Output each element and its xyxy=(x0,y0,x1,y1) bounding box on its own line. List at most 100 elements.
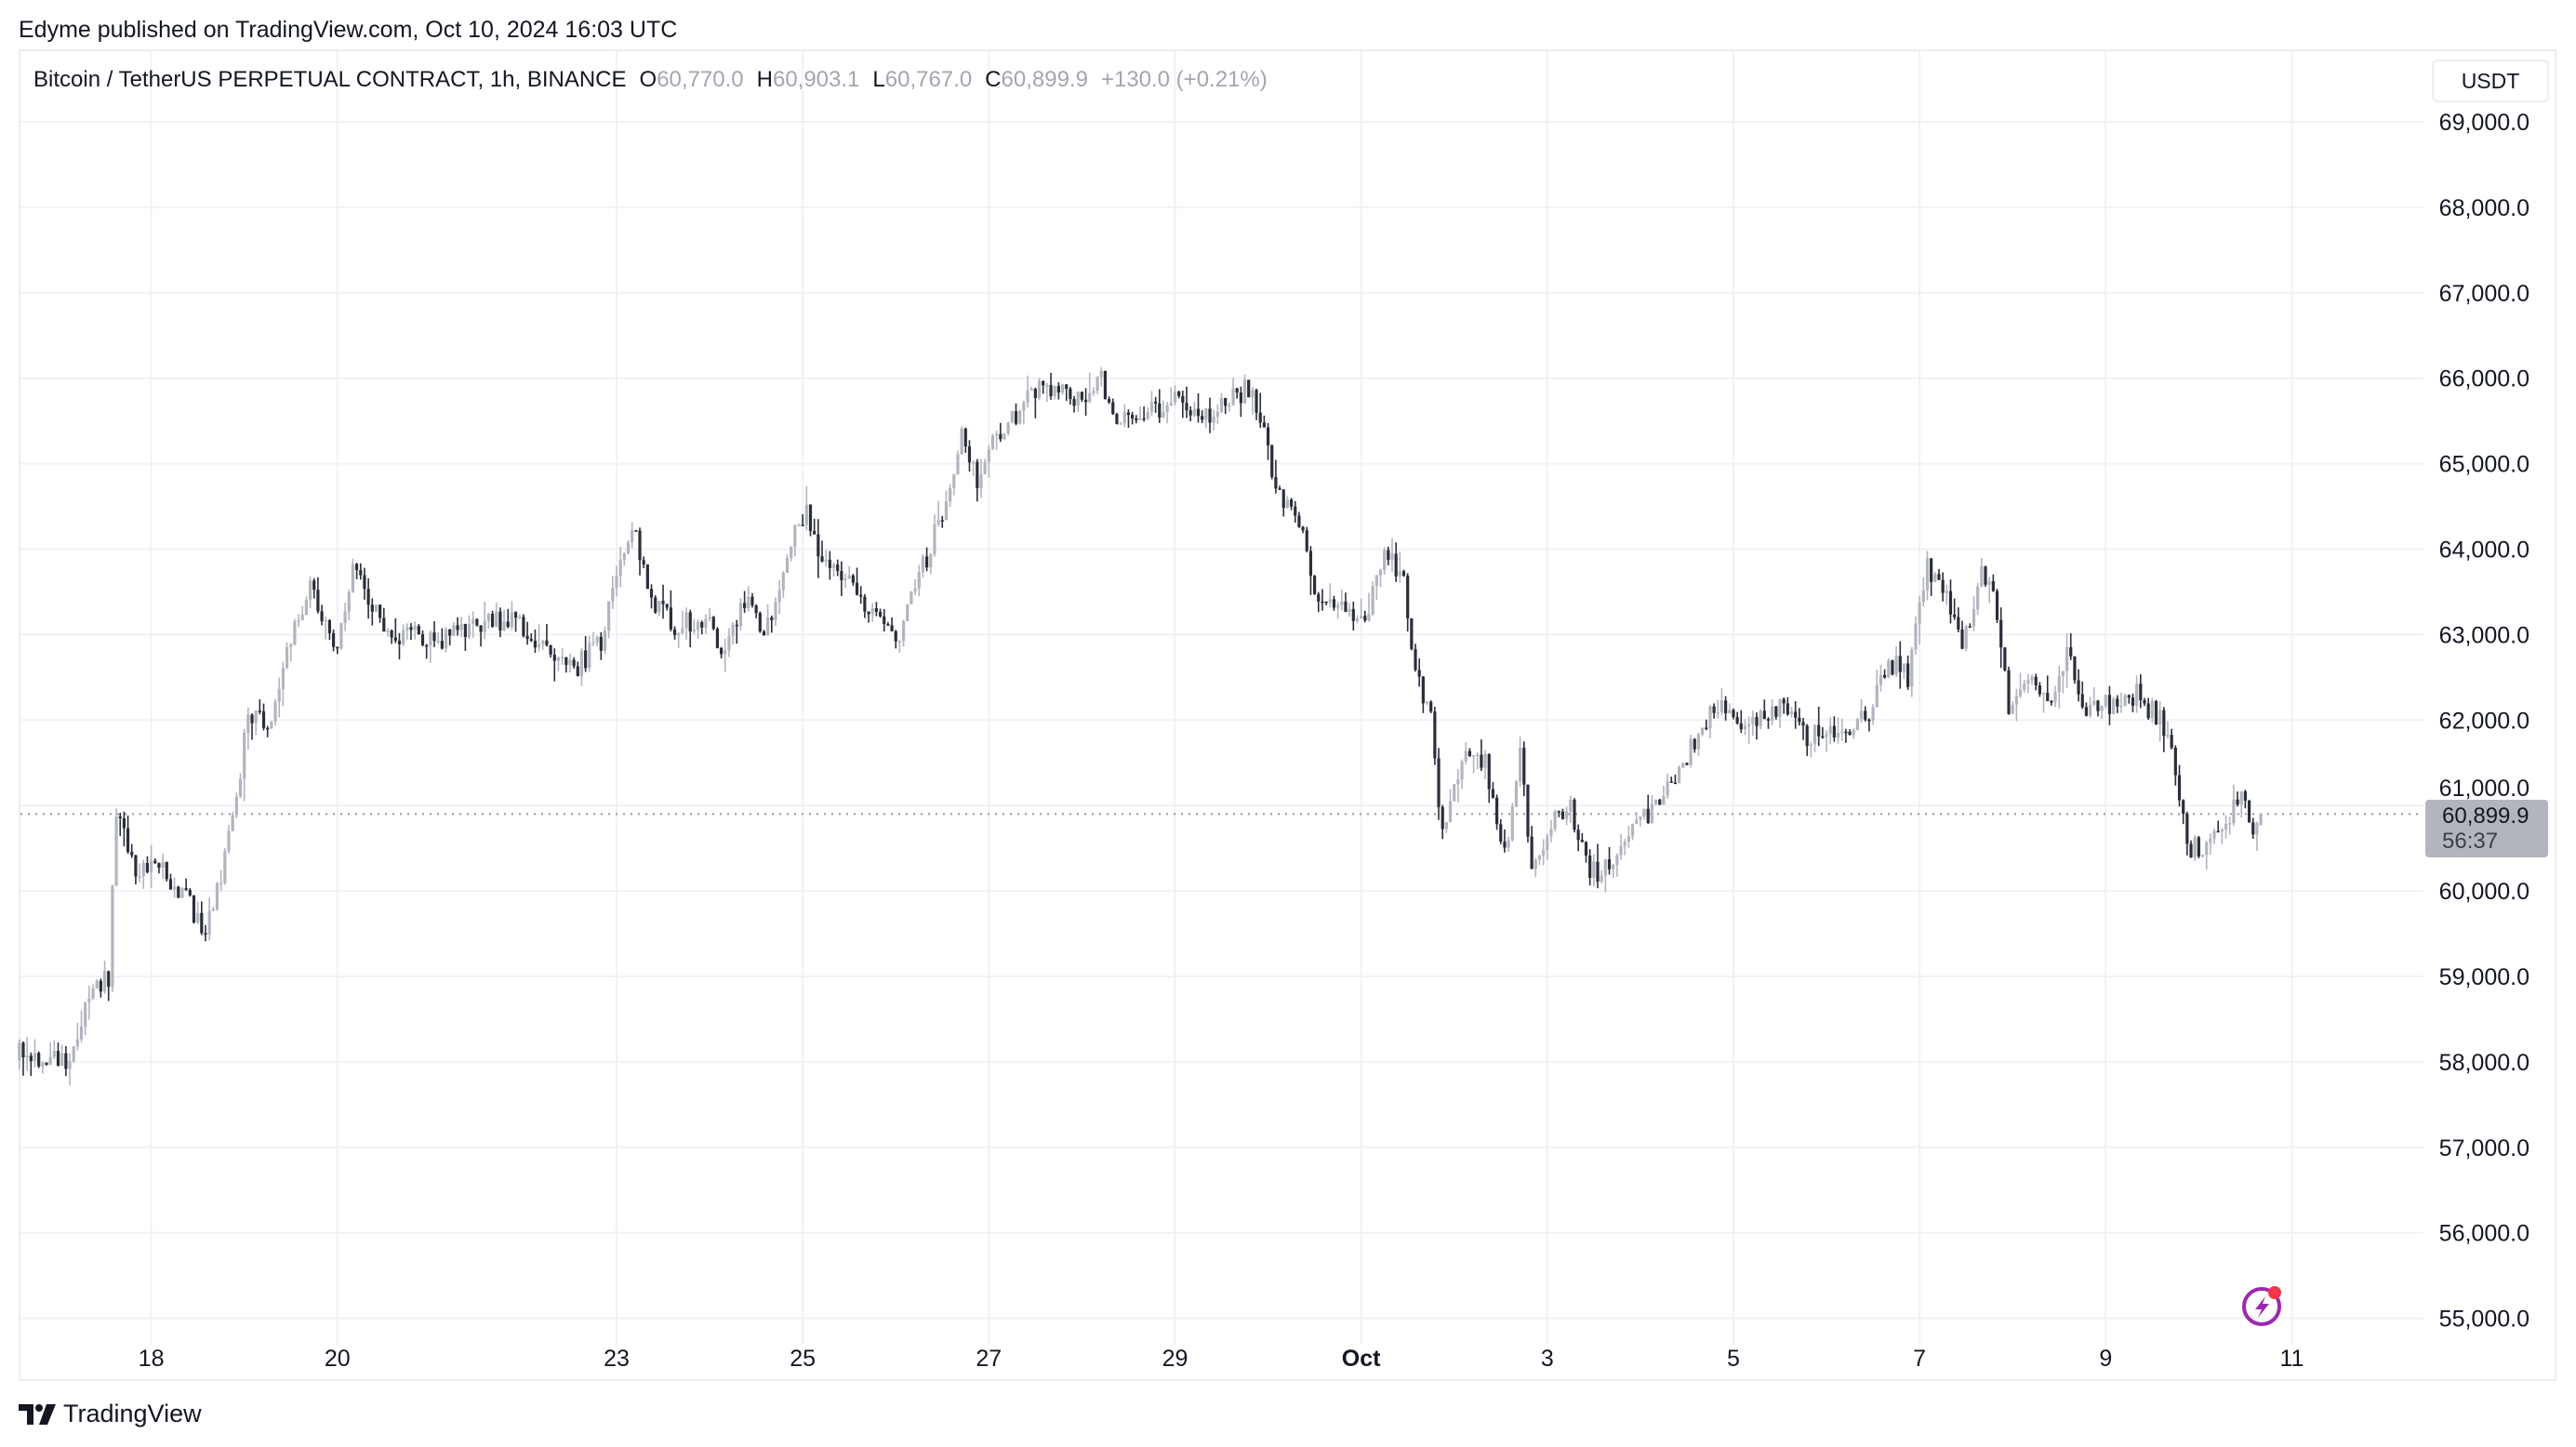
candle-down xyxy=(107,970,111,1002)
candle-up xyxy=(626,539,631,555)
candle-body xyxy=(1224,397,1228,406)
candle-up xyxy=(1650,795,1653,824)
candle-body xyxy=(45,1062,48,1065)
candle-down xyxy=(1984,565,1987,587)
candle-down xyxy=(498,607,502,638)
candle-body xyxy=(1720,700,1724,712)
candle-down xyxy=(1805,724,1809,756)
candle-body xyxy=(1146,412,1149,419)
candle-down xyxy=(1762,699,1766,720)
candle-body xyxy=(1999,619,2003,648)
price-tick-label: 65,000.0 xyxy=(2439,452,2530,478)
candle-body xyxy=(1828,725,1832,735)
candle-body xyxy=(1285,499,1290,509)
candle-body xyxy=(196,912,200,923)
candle-body xyxy=(223,851,227,883)
candle-up xyxy=(161,853,165,879)
candle-down xyxy=(1646,794,1650,825)
candle-body xyxy=(870,608,874,615)
candle-down xyxy=(126,816,130,855)
candle-up xyxy=(797,523,801,526)
candle-down xyxy=(2003,646,2007,672)
lightning-alert-icon[interactable] xyxy=(2242,1286,2281,1326)
candle-up xyxy=(2018,672,2023,698)
candle-up xyxy=(684,607,688,641)
candle-body xyxy=(266,727,270,730)
candle-up xyxy=(1720,687,1724,716)
candle-down xyxy=(1739,710,1743,734)
candle-body xyxy=(1149,401,1154,413)
candle-down xyxy=(1712,703,1716,719)
candle-up xyxy=(1569,795,1573,824)
candle-body xyxy=(1995,591,1999,620)
candle-up xyxy=(1228,402,1231,412)
candle-body xyxy=(631,530,634,543)
candle-up xyxy=(300,605,304,621)
symbol-title[interactable]: Bitcoin / TetherUS PERPETUAL CONTRACT, 1… xyxy=(33,67,627,92)
candle-up xyxy=(2061,670,2065,694)
candle-body xyxy=(1596,861,1600,882)
candle-body xyxy=(1603,859,1607,876)
candle-up xyxy=(1018,409,1022,425)
candle-body xyxy=(1588,856,1592,878)
candle-up xyxy=(1771,698,1774,725)
candle-down xyxy=(2034,673,2038,691)
candle-down xyxy=(1755,712,1759,740)
candle-up xyxy=(1642,808,1646,820)
candle-up xyxy=(949,484,952,507)
candle-body xyxy=(289,644,293,647)
tradingview-logo-icon xyxy=(19,1403,56,1425)
candle-body xyxy=(672,629,677,635)
candle-body xyxy=(2084,707,2089,716)
candle-body xyxy=(258,710,261,712)
candle-body xyxy=(1906,663,1910,687)
candle-body xyxy=(2123,695,2127,706)
candle-body xyxy=(1953,614,1957,617)
price-tick-label: 62,000.0 xyxy=(2439,708,2530,734)
candle-up xyxy=(1483,750,1487,780)
candle-body xyxy=(359,570,363,576)
candle-up xyxy=(234,792,238,818)
candle-down xyxy=(312,577,316,599)
candle-body xyxy=(995,433,999,436)
candle-down xyxy=(665,604,669,611)
candle-up xyxy=(180,886,184,898)
candle-up xyxy=(933,514,936,557)
candle-body xyxy=(719,647,724,655)
candle-body xyxy=(781,572,785,591)
candle-body xyxy=(1825,734,1828,737)
candle-body xyxy=(483,620,486,632)
candle-body xyxy=(518,617,522,618)
candle-up xyxy=(1875,670,1879,708)
candle-up xyxy=(2041,692,2046,713)
candle-down xyxy=(661,584,665,619)
candle-down xyxy=(1999,607,2003,669)
candle-down xyxy=(2084,702,2089,717)
candle-up xyxy=(1972,596,1976,631)
candle-body xyxy=(1809,744,1812,747)
candle-body xyxy=(1921,590,1925,603)
candle-up xyxy=(1119,421,1122,425)
candle-up xyxy=(568,653,572,673)
currency-button[interactable]: USDT xyxy=(2432,60,2549,102)
candle-down xyxy=(817,519,820,578)
candle-down xyxy=(417,624,420,635)
candle-body xyxy=(863,596,867,612)
candle-up xyxy=(219,870,223,892)
candle-body xyxy=(762,631,766,636)
candle-body xyxy=(588,643,591,669)
candle-body xyxy=(1708,706,1712,729)
candle-down xyxy=(522,614,525,638)
candle-up xyxy=(347,589,351,621)
candle-body xyxy=(102,971,107,992)
candle-up xyxy=(591,631,595,647)
candle-down xyxy=(1196,392,1201,423)
candle-body xyxy=(1083,399,1088,403)
candle-up xyxy=(304,596,308,616)
tradingview-logo[interactable]: TradingView xyxy=(19,1400,202,1428)
candle-down xyxy=(642,556,645,569)
candle-body xyxy=(1270,445,1274,477)
candle-up xyxy=(1037,378,1042,401)
candle-down xyxy=(525,621,529,645)
